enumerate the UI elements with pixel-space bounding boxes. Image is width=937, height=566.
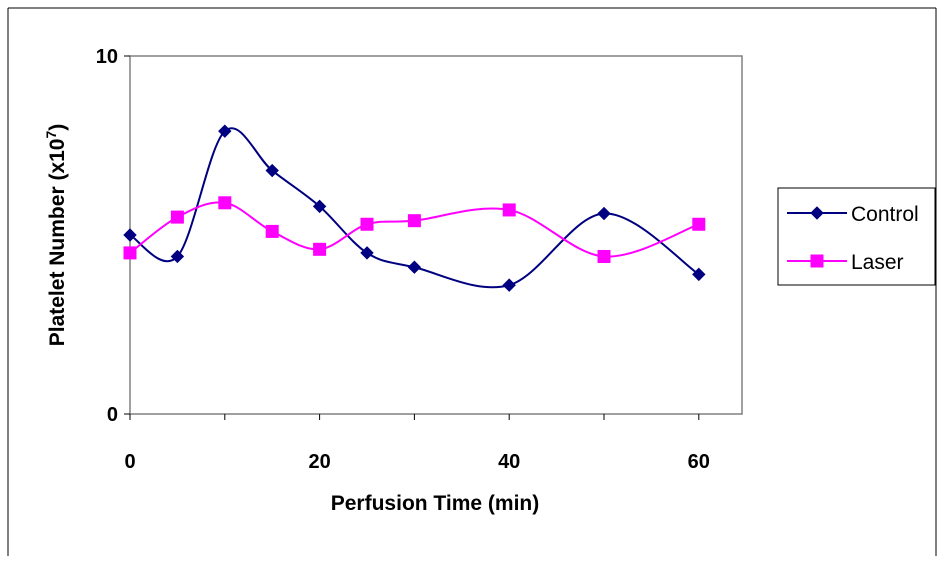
series-laser xyxy=(123,196,706,263)
data-point-control xyxy=(170,249,185,264)
legend-box xyxy=(777,187,936,286)
data-point-control xyxy=(692,267,706,282)
legend-item-control: Control xyxy=(787,203,919,226)
data-point-laser xyxy=(218,196,232,210)
data-point-laser xyxy=(360,217,374,231)
legend-item-laser: Laser xyxy=(787,251,904,274)
data-point-laser xyxy=(170,210,184,224)
data-point-laser xyxy=(123,246,137,260)
data-point-laser xyxy=(597,249,611,263)
legend-marker xyxy=(810,206,824,220)
data-point-control xyxy=(312,199,327,214)
y-axis-title: Platelet Number (x107) xyxy=(43,124,69,347)
series-line-control xyxy=(129,127,700,289)
x-tick-label: 0 xyxy=(124,451,135,473)
y-tick-label: 0 xyxy=(107,404,118,426)
legend-layer: Control Laser xyxy=(787,203,919,274)
legend-label: Control xyxy=(851,203,919,226)
data-point-control xyxy=(265,163,279,178)
x-tick-label: 60 xyxy=(688,451,710,473)
legend-label: Laser xyxy=(851,251,904,274)
data-point-control xyxy=(502,278,516,292)
plot-area xyxy=(129,55,743,415)
data-point-control xyxy=(597,206,611,221)
x-tick-label: 20 xyxy=(308,451,330,473)
data-point-control xyxy=(123,228,137,242)
y-axis-title-superscript: 7 xyxy=(43,131,59,139)
data-point-laser xyxy=(313,242,327,256)
data-point-control xyxy=(407,260,422,274)
x-tick-label: 40 xyxy=(498,451,520,473)
data-point-laser xyxy=(407,214,421,228)
legend-marker xyxy=(810,254,824,268)
series-control xyxy=(123,124,706,292)
data-point-laser xyxy=(502,203,516,217)
data-point-control xyxy=(360,246,374,260)
y-tick-label: 10 xyxy=(96,46,118,68)
data-point-laser xyxy=(692,217,706,231)
data-point-laser xyxy=(265,224,279,238)
axes-layer: 0 10 0 20 40 60 xyxy=(96,46,710,473)
y-axis-title-main: Platelet Number (x10 xyxy=(46,139,69,347)
series-layer xyxy=(123,124,706,292)
y-axis-title-close: ) xyxy=(46,124,69,131)
data-point-control xyxy=(218,124,232,138)
x-axis-title: Perfusion Time (min) xyxy=(331,492,539,515)
